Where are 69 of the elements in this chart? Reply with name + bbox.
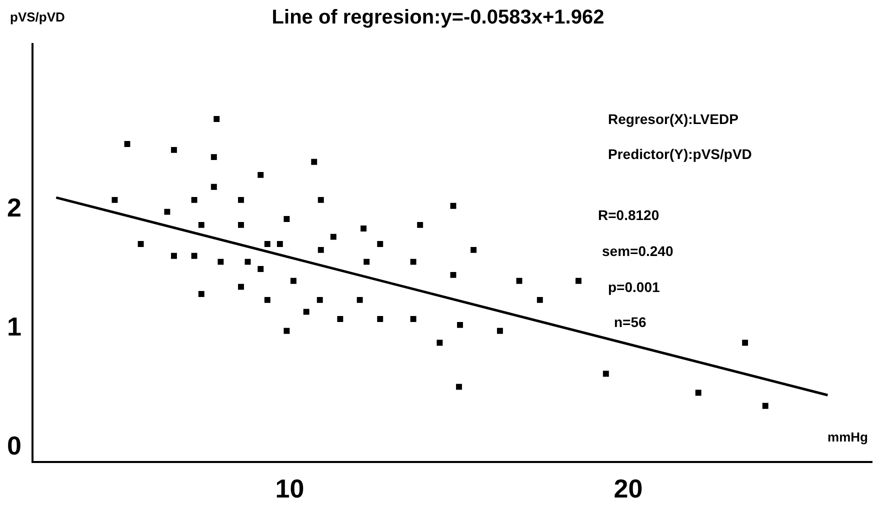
annotation: p=0.001 (608, 278, 660, 295)
point (112, 196, 118, 203)
point (170, 146, 177, 153)
point (311, 158, 318, 165)
point (450, 272, 456, 278)
x-tick-label: 20 (614, 474, 643, 504)
point (356, 296, 363, 303)
x-tick-label: 10 (275, 474, 304, 504)
annotation: Regresor(X):LVEDP (608, 110, 738, 127)
x-axis-title: mmHg (828, 429, 868, 444)
point (238, 196, 244, 203)
point (496, 328, 503, 334)
point (284, 328, 290, 334)
y-tick-label: 1 (6, 312, 22, 342)
point (258, 266, 264, 272)
point (516, 278, 522, 284)
point (450, 202, 456, 209)
point (138, 241, 144, 247)
point (316, 296, 323, 303)
point (360, 226, 367, 232)
point (436, 340, 443, 346)
point (303, 308, 310, 315)
point (276, 241, 283, 247)
point (284, 216, 290, 222)
point (536, 296, 543, 303)
annotation: Predictor(Y):pVS/pVD (608, 146, 752, 162)
point (290, 278, 296, 284)
annotation: sem=0.240 (602, 242, 674, 259)
point (410, 258, 416, 265)
point (210, 184, 217, 190)
point (244, 258, 251, 265)
point (330, 234, 336, 240)
point (456, 384, 462, 390)
point (214, 116, 220, 122)
point (410, 316, 416, 322)
point (457, 322, 463, 328)
point (258, 172, 264, 178)
point (377, 316, 384, 322)
y-axis-title: pVS/pVD (10, 10, 65, 25)
point (602, 370, 609, 377)
point (364, 258, 370, 265)
point (191, 252, 198, 259)
point (164, 208, 170, 215)
point (318, 196, 324, 203)
point (576, 278, 582, 284)
point (417, 222, 424, 228)
point (198, 222, 204, 228)
point (377, 241, 384, 247)
point (238, 222, 244, 228)
point (170, 252, 177, 259)
point (264, 296, 270, 303)
chart-title: Line of regresion:y=-0.0583x+1.962 (272, 6, 604, 29)
point (318, 246, 324, 253)
annotation: n=56 (614, 314, 647, 330)
point (210, 154, 217, 160)
point (198, 290, 204, 297)
annotation: R=0.8120 (598, 206, 660, 223)
y-tick-label: 2 (6, 192, 22, 223)
point (238, 284, 244, 290)
point (762, 402, 768, 409)
point (191, 196, 198, 203)
point (742, 340, 748, 346)
y-tick-label: 0 (6, 430, 22, 461)
point (695, 390, 702, 396)
point (264, 241, 270, 247)
point (218, 258, 224, 265)
point (337, 316, 344, 322)
point (124, 141, 130, 147)
point (470, 246, 477, 253)
